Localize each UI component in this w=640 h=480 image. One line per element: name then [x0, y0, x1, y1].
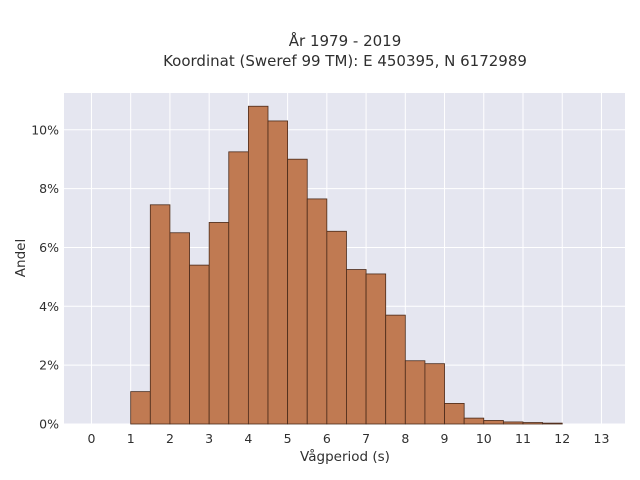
x-tick-label: 2 [166, 431, 174, 446]
histogram-bar [169, 232, 190, 425]
histogram-bar [463, 417, 485, 425]
y-tick-label: 6% [39, 240, 59, 255]
histogram-bar [404, 360, 426, 425]
bars [130, 105, 563, 425]
x-tick-label: 0 [87, 431, 95, 446]
x-tick-label: 5 [284, 431, 292, 446]
histogram-bar [365, 273, 387, 425]
x-axis-label: Vågperiod (s) [300, 448, 390, 465]
chart-title-line2: Koordinat (Sweref 99 TM): E 450395, N 61… [163, 52, 527, 70]
histogram-bar [326, 230, 347, 425]
chart-title-line1: År 1979 - 2019 [289, 31, 402, 50]
histogram-bar [287, 158, 308, 425]
histogram-bar [149, 204, 171, 425]
x-tick-label: 12 [554, 431, 570, 446]
histogram-bar [267, 120, 289, 425]
histogram-bar [385, 314, 406, 425]
y-tick-label: 2% [39, 358, 59, 373]
x-tick-label: 1 [127, 431, 135, 446]
histogram-bar [228, 151, 249, 425]
x-tick-label: 13 [594, 431, 610, 446]
x-tick-label: 8 [401, 431, 409, 446]
y-tick-label: 10% [31, 122, 59, 137]
y-tick-labels: 0% 2% 4% 6% 8% 10% [31, 122, 59, 431]
histogram-bar [522, 422, 544, 425]
x-tick-label: 10 [476, 431, 492, 446]
histogram-bar [208, 222, 230, 425]
histogram-bar [189, 264, 210, 425]
x-tick-labels: 0 1 2 3 4 5 6 7 8 9 10 11 12 13 [87, 431, 609, 446]
x-tick-label: 7 [362, 431, 370, 446]
histogram-bar [542, 422, 563, 425]
y-tick-label: 4% [39, 299, 59, 314]
histogram-bar [247, 105, 269, 425]
x-tick-label: 9 [441, 431, 449, 446]
histogram-bar [444, 403, 465, 425]
histogram-bar [502, 421, 524, 425]
x-tick-label: 4 [244, 431, 252, 446]
x-tick-label: 3 [205, 431, 213, 446]
histogram-bar [424, 363, 445, 425]
histogram-bar [346, 269, 367, 425]
x-tick-label: 6 [323, 431, 331, 446]
y-tick-label: 8% [39, 181, 59, 196]
histogram-bar [483, 420, 504, 425]
x-tick-label: 11 [515, 431, 531, 446]
y-axis-label: Andel [13, 239, 29, 277]
histogram-bar [306, 198, 328, 425]
histogram-bar [130, 391, 151, 425]
y-tick-label: 0% [39, 417, 59, 432]
